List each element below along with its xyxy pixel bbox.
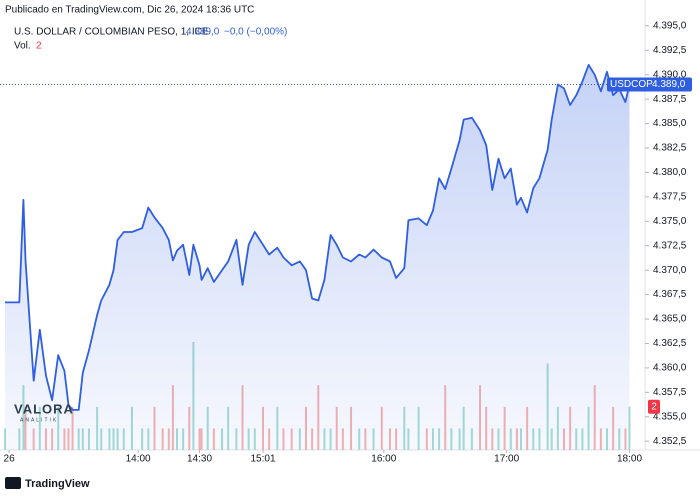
price-layer: [5, 64, 631, 451]
y-tick-label: 4.352,5: [653, 436, 687, 447]
x-tick-label: 15:01: [250, 454, 275, 465]
x-tick-label: 26: [4, 454, 16, 465]
y-tick-label: 4.387,5: [653, 94, 687, 105]
x-tick-label: 17:00: [494, 454, 519, 465]
volume-last-box: [648, 399, 660, 414]
footer-logo: [5, 477, 21, 489]
last-price-name: USDCOP: [610, 79, 653, 90]
last-price-box: [607, 77, 692, 92]
header: Publicado en TradingView.com, Dic 26, 20…: [5, 5, 254, 16]
footer: TradingView: [25, 478, 90, 490]
y-tick-label: 4.375,0: [653, 216, 687, 227]
watermark: VALORA: [14, 401, 74, 416]
x-tick-label: 14:00: [126, 454, 151, 465]
legend-price: 4.389,0: [186, 27, 220, 38]
y-tick-label: 4.395,0: [653, 20, 687, 31]
y-tick-label: 4.362,5: [653, 338, 687, 349]
y-tick-label: 4.382,5: [653, 143, 687, 154]
y-tick-label: 4.385,0: [653, 118, 687, 129]
y-tick-label: 4.370,0: [653, 265, 687, 276]
y-tick-label: 4.380,0: [653, 167, 687, 178]
volume-legend-value: 2: [36, 41, 42, 52]
y-tick-label: 4.367,5: [653, 289, 687, 300]
volume-legend: Vol.: [14, 41, 31, 52]
y-tick-label: 4.357,5: [653, 387, 687, 398]
x-tick-label: 14:30: [187, 454, 212, 465]
x-tick-label: 16:00: [371, 454, 396, 465]
volume-bar: [628, 406, 631, 450]
watermark-sub: ANALITIK: [20, 417, 58, 423]
y-tick-label: 4.360,0: [653, 363, 687, 374]
y-tick-label: 4.372,5: [653, 240, 687, 251]
legend-change: −0,0 (−0,00%): [224, 27, 287, 38]
volume-last-label: 2: [651, 401, 657, 412]
price-line: [5, 64, 631, 411]
y-tick-label: 4.392,5: [653, 45, 687, 56]
x-tick-label: 18:00: [617, 454, 642, 465]
last-price-label: 4.389,0: [652, 79, 686, 90]
y-tick-label: 4.377,5: [653, 192, 687, 203]
y-tick-label: 4.355,0: [653, 411, 687, 422]
y-tick-label: 4.390,0: [653, 69, 687, 80]
price-area: [5, 64, 630, 451]
symbol-title: U.S. DOLLAR / COLOMBIAN PESO, 1, ICE: [14, 27, 209, 38]
y-tick-label: 4.365,0: [653, 314, 687, 325]
